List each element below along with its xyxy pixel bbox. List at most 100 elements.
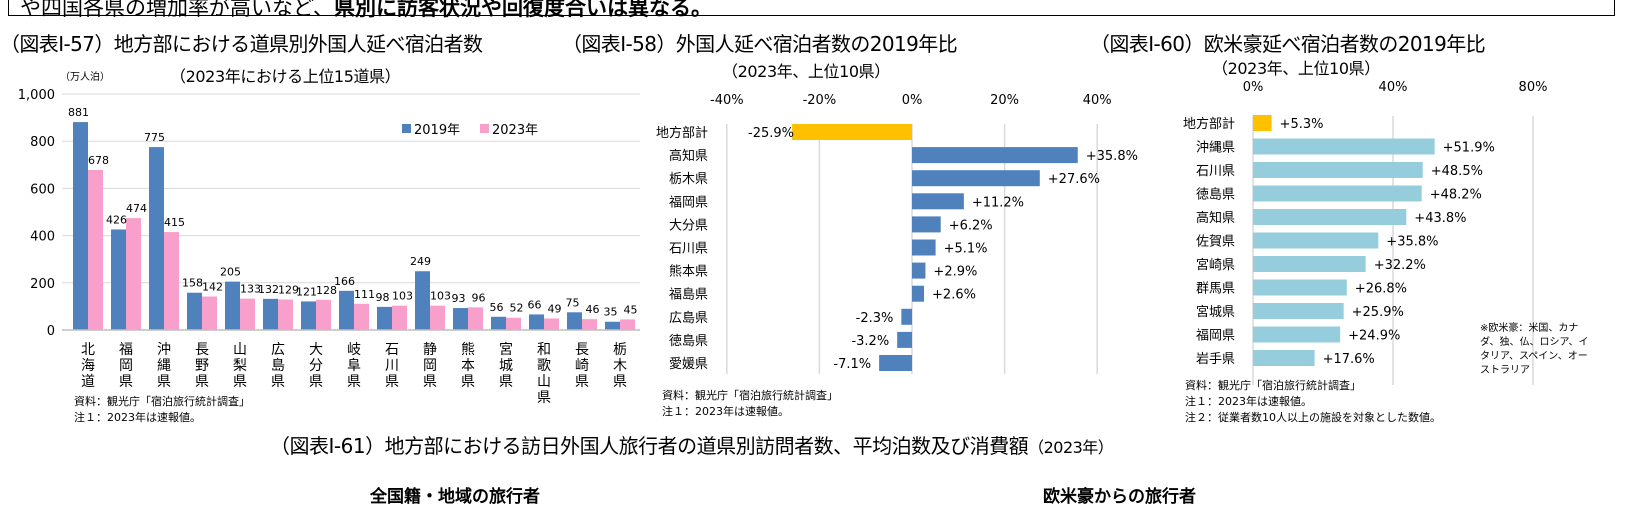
summary-text: や四国各県の増加率が高いなど、県別に訪客状況や回復度合いは異なる。 (20, 0, 712, 22)
y-category-label: 地方部計 (656, 125, 708, 141)
bar-2 (1253, 162, 1423, 178)
data-label-2019: 93 (452, 292, 466, 305)
fig61-title-text: （図表Ⅰ-61）地方部における訪日外国人旅行者の道県別訪問者数、平均泊数及び消費… (270, 434, 1029, 458)
x-category-label: 城 (499, 358, 513, 374)
bar-2019-14 (605, 321, 620, 330)
summary-text-normal: や四国各県の増加率が高いなど、 (20, 0, 334, 20)
bar-10 (1253, 350, 1315, 366)
bar-2019-6 (301, 301, 316, 330)
data-label-2023: 96 (472, 291, 486, 304)
x-category-label: 県 (575, 374, 589, 390)
x-category-label: 県 (157, 374, 171, 390)
bar-8 (1253, 303, 1344, 319)
bar-2023-14 (620, 319, 635, 330)
x-category-label: 島 (271, 358, 285, 374)
fig60-note2: 注２：従業者数10人以上の施設を対象とした数値。 (1185, 411, 1441, 424)
data-label-2019: 775 (144, 131, 165, 144)
bar-7 (912, 285, 925, 302)
x-tick-label: -20% (803, 93, 837, 108)
data-label: +43.8% (1414, 211, 1466, 226)
bar-2023-13 (582, 319, 597, 330)
fig61-title: （図表Ⅰ-61）地方部における訪日外国人旅行者の道県別訪問者数、平均泊数及び消費… (270, 430, 1114, 459)
fig58-subtitle: （2023年、上位10県） (722, 62, 890, 81)
fig58-title: （図表Ⅰ-58）外国人延べ宿泊者数の2019年比 (562, 32, 958, 56)
y-category-label: 愛媛県 (669, 357, 708, 372)
y-category-label: 宮城県 (1196, 304, 1235, 320)
x-category-label: 静 (423, 342, 437, 358)
bar-2023-0 (88, 169, 103, 330)
bar-2 (912, 170, 1040, 187)
bar-7 (1253, 279, 1347, 296)
data-label: -25.9% (748, 126, 794, 141)
legend-label-2023: 2023年 (492, 123, 538, 138)
fig60-title: （図表Ⅰ-60）欧米豪延べ宿泊者数の2019年比 (1090, 32, 1486, 56)
euro-definition-note: ※欧米豪：米国、カナダ、独、仏、ロシア、イタリア、スペイン、オーストラリア (1480, 323, 1589, 376)
section-all-travelers: 全国籍・地域の旅行者 (370, 487, 540, 507)
summary-text-bold: 県別に訪客状況や回復度合いは異なる。 (333, 0, 712, 20)
x-category-label: 梨 (233, 358, 247, 374)
bar-2023-2 (164, 232, 179, 330)
data-label-2019: 426 (106, 213, 127, 226)
x-tick-label: 40% (1379, 80, 1408, 95)
y-tick-label: 200 (30, 277, 55, 292)
data-label-2019: 66 (528, 298, 542, 311)
data-label-2023: 111 (354, 288, 375, 301)
data-label: +17.6% (1323, 352, 1375, 367)
data-label-2023: 474 (126, 202, 147, 215)
bar-2023-5 (278, 299, 293, 330)
bar-2019-0 (73, 122, 88, 330)
data-label-2023: 45 (624, 303, 638, 316)
y-tick-label: 1,000 (18, 88, 55, 103)
data-label: +2.6% (932, 288, 976, 303)
y-category-label: 佐賀県 (1196, 235, 1235, 250)
fig60-subtitle: （2023年、上位10県） (1212, 59, 1380, 78)
x-category-label: 県 (233, 374, 247, 390)
legend-swatch-2019 (402, 124, 411, 133)
y-category-label: 大分県 (669, 218, 708, 233)
bar-2019-13 (567, 312, 582, 330)
bar-2019-5 (263, 298, 278, 330)
x-tick-label: 0% (902, 93, 923, 108)
bar-9 (897, 331, 912, 348)
data-label-2023: 415 (164, 216, 185, 229)
bar-2019-12 (529, 314, 544, 330)
x-category-label: 栃 (613, 342, 627, 358)
bar-1 (912, 147, 1078, 164)
x-tick-label: 20% (990, 93, 1019, 108)
x-category-label: 県 (119, 374, 133, 390)
y-category-label: 石川県 (669, 242, 708, 257)
x-tick-label: 40% (1083, 93, 1112, 108)
bar-2019-9 (415, 271, 430, 330)
x-category-label: 山 (537, 374, 551, 390)
x-category-label: 石 (385, 342, 399, 358)
bar-4 (912, 216, 941, 233)
bar-2019-3 (187, 292, 202, 330)
bar-2023-3 (202, 296, 217, 330)
data-label-2023: 49 (548, 302, 562, 315)
data-label-2019: 158 (182, 277, 203, 290)
y-tick-label: 800 (30, 135, 55, 150)
y-category-label: 徳島県 (669, 334, 708, 349)
data-label-2019: 98 (376, 291, 390, 304)
x-category-label: 岐 (347, 342, 361, 358)
x-category-label: 長 (195, 342, 209, 358)
data-label: +35.8% (1086, 149, 1138, 164)
bar-2023-1 (126, 218, 141, 330)
data-label-2019: 166 (334, 275, 355, 288)
x-category-label: 県 (613, 374, 627, 390)
data-label: -2.3% (856, 311, 894, 326)
y-category-label: 石川県 (1196, 164, 1235, 179)
bar-1 (1253, 138, 1435, 155)
x-category-label: 歌 (537, 358, 551, 374)
x-category-label: 宮 (499, 342, 513, 358)
bar-0 (1253, 115, 1272, 131)
y-category-label: 岩手県 (1196, 352, 1235, 367)
y-tick-label: 600 (30, 182, 55, 197)
x-category-label: 岡 (119, 358, 133, 374)
x-category-label: 県 (537, 390, 551, 406)
data-label: +11.2% (972, 195, 1024, 210)
bar-2019-4 (225, 281, 240, 330)
bar-2023-9 (430, 305, 445, 330)
bar-2023-7 (354, 303, 369, 330)
x-category-label: 阜 (347, 357, 361, 374)
